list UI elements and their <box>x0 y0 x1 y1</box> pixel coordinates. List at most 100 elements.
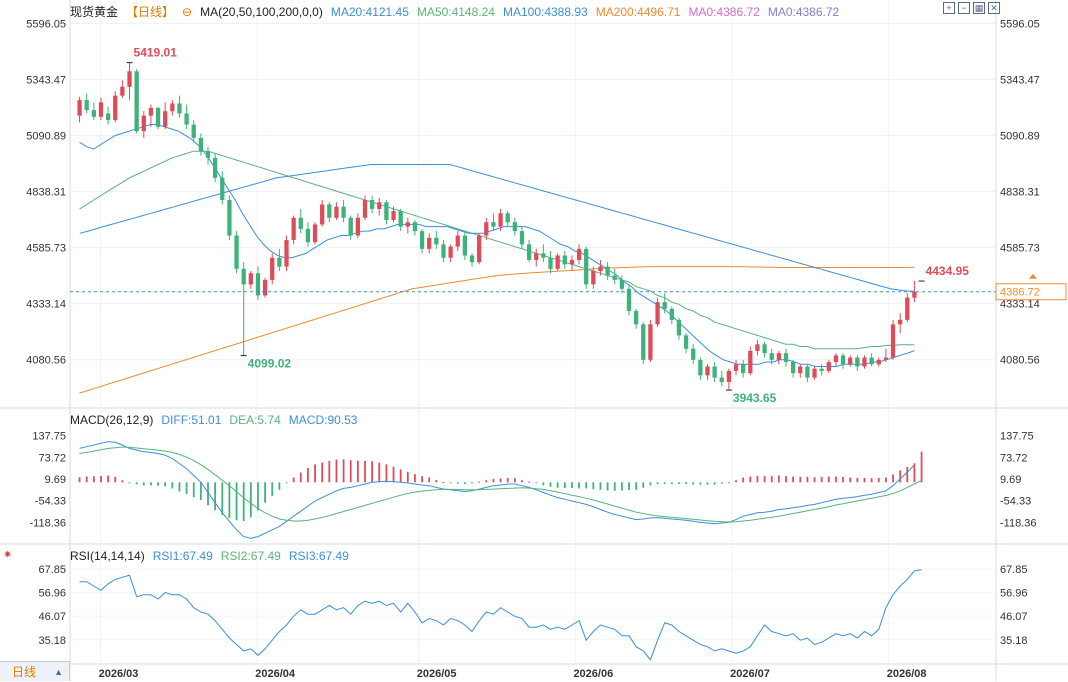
candle-body <box>905 297 910 320</box>
candle-body <box>883 357 889 360</box>
candle-body <box>455 235 460 247</box>
candle-body <box>298 217 303 229</box>
macd-histogram-bar <box>100 475 102 483</box>
macd-histogram-bar <box>299 472 302 483</box>
candle-body <box>427 237 432 249</box>
macd-panel <box>78 441 923 539</box>
price-alert-icon <box>1029 273 1037 279</box>
close-icon[interactable]: ✕ <box>988 2 1000 14</box>
macd-histogram-bar <box>307 468 309 483</box>
macd-histogram-bar <box>435 479 438 483</box>
macd-histogram-bar <box>563 482 566 489</box>
period-tag[interactable]: 【日线】 <box>126 5 175 19</box>
price-tick-right: 4585.73 <box>1000 243 1040 255</box>
macd-histogram-bar <box>813 477 816 483</box>
period-selector[interactable]: 日线 ▲ <box>0 661 70 681</box>
candle-body <box>584 248 589 285</box>
candle-body <box>833 355 839 363</box>
candle-body <box>91 110 96 117</box>
candle-body <box>320 204 325 225</box>
candle-body <box>848 357 853 365</box>
candle-body <box>184 113 189 125</box>
indicator-settings-icon[interactable]: ✷ <box>3 549 13 561</box>
candle-body <box>698 359 703 376</box>
candle-body <box>291 217 296 240</box>
macd-histogram-bar <box>899 470 902 483</box>
candle-body <box>170 103 175 112</box>
ma0-value-a: MA0:4386.72 <box>688 4 760 19</box>
candle-body <box>826 362 831 371</box>
symbol-name: 现货黄金 <box>70 5 119 19</box>
rsi1-value: RSI1:67.49 <box>152 549 213 563</box>
macd-histogram-bar <box>456 482 459 484</box>
candle-body <box>605 266 610 276</box>
macd-histogram-bar <box>620 482 623 491</box>
ma200-value: MA200:4496.71 <box>595 4 681 19</box>
ma100-line <box>79 164 915 292</box>
candle-body <box>755 344 760 351</box>
macd-histogram-bar <box>499 478 502 483</box>
candle-body <box>113 95 118 121</box>
rsi-tick-left: 56.96 <box>38 588 66 600</box>
dropdown-arrow-icon: ▲ <box>54 667 63 677</box>
macd-histogram-bar <box>114 476 117 483</box>
rsi-panel <box>79 569 922 661</box>
candle-body <box>840 355 846 365</box>
candle-body <box>462 235 468 256</box>
candle-body <box>526 244 532 260</box>
candle-body <box>255 273 261 296</box>
candle-body <box>327 204 332 218</box>
macd-histogram-bar <box>749 476 752 483</box>
macd-histogram-bar <box>827 476 830 483</box>
macd-histogram-bar <box>214 482 217 511</box>
candle-body <box>163 111 168 127</box>
macd-histogram-bar <box>785 476 787 483</box>
candle-body <box>148 107 154 116</box>
zoom-out-icon[interactable]: − <box>958 2 970 14</box>
macd-histogram-bar <box>642 482 645 488</box>
current-price-tag: 4386.72 <box>1000 287 1040 299</box>
price-tick-left: 5090.89 <box>26 130 66 142</box>
price-tick-left: 4080.56 <box>26 355 66 367</box>
moving-average-lines <box>79 124 915 394</box>
macd-histogram-bar <box>78 477 81 483</box>
ma0-value-b: MA0:4386.72 <box>767 4 840 19</box>
macd-tick-right: -118.36 <box>1000 517 1037 529</box>
macd-histogram-bar <box>599 482 602 490</box>
macd-diff-line <box>79 441 915 539</box>
macd-tick-left: 9.69 <box>45 474 66 486</box>
macd-histogram-bar <box>199 482 202 500</box>
rsi-tick-left: 67.85 <box>38 564 66 576</box>
layout-icon[interactable]: ▦ <box>973 2 985 14</box>
candle-body <box>548 257 553 269</box>
macd-histogram-bar <box>235 482 238 521</box>
macd-histogram-bar <box>713 482 716 485</box>
candle-body <box>369 200 375 209</box>
rsi-tick-right: 56.96 <box>1000 588 1028 600</box>
month-tick-label: 2026/05 <box>417 668 457 680</box>
macd-histogram-bar <box>863 477 866 483</box>
candle-body <box>441 244 446 258</box>
macd-histogram-bar <box>556 482 559 488</box>
candle-body <box>484 222 489 236</box>
candle-body <box>776 353 781 360</box>
macd-histogram-bar <box>471 482 473 484</box>
candle-body <box>576 248 582 260</box>
macd-histogram-bar <box>628 482 630 491</box>
ma-settings-icon[interactable]: ⊖ <box>182 4 193 19</box>
macd-histogram-bar <box>292 477 295 483</box>
macd-histogram-bar <box>321 462 324 483</box>
ma50-value: MA50:4148.24 <box>416 4 495 19</box>
macd-histogram-bar <box>207 482 209 506</box>
candle-body <box>634 310 639 325</box>
zoom-in-icon[interactable]: + <box>943 2 955 14</box>
macd-histogram-bar <box>242 482 245 521</box>
macd-histogram-bar <box>463 482 466 484</box>
macd-histogram-bar <box>849 477 852 483</box>
macd-histogram-bar <box>164 482 167 487</box>
macd-tick-right: 137.75 <box>1000 431 1034 443</box>
candle-body <box>748 350 753 374</box>
macd-histogram-bar <box>692 482 695 485</box>
